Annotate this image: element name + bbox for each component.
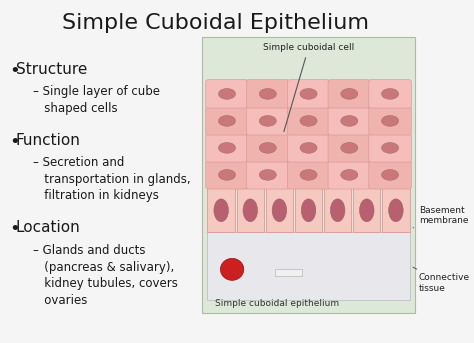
Bar [266, 188, 293, 232]
FancyBboxPatch shape [206, 134, 248, 162]
FancyBboxPatch shape [206, 107, 248, 135]
Text: •: • [9, 62, 20, 80]
FancyBboxPatch shape [328, 80, 371, 108]
Ellipse shape [272, 199, 287, 222]
Text: – Glands and ducts
   (pancreas & salivary),
   kidney tubules, covers
   ovarie: – Glands and ducts (pancreas & salivary)… [33, 244, 177, 307]
FancyBboxPatch shape [287, 107, 330, 135]
Ellipse shape [259, 116, 276, 126]
Ellipse shape [341, 88, 358, 99]
Ellipse shape [341, 169, 358, 180]
Ellipse shape [389, 199, 403, 222]
FancyBboxPatch shape [287, 161, 330, 189]
Text: Basement
membrane: Basement membrane [413, 206, 468, 228]
Ellipse shape [219, 88, 236, 99]
FancyBboxPatch shape [246, 134, 289, 162]
Ellipse shape [341, 142, 358, 153]
FancyBboxPatch shape [246, 161, 289, 189]
Text: – Single layer of cube
   shaped cells: – Single layer of cube shaped cells [33, 85, 160, 115]
Bar [353, 188, 381, 232]
Bar [208, 188, 235, 232]
Ellipse shape [382, 142, 399, 153]
FancyBboxPatch shape [369, 134, 411, 162]
Bar [382, 188, 410, 232]
Ellipse shape [382, 116, 399, 126]
Ellipse shape [259, 142, 276, 153]
Bar [237, 188, 264, 232]
FancyBboxPatch shape [246, 80, 289, 108]
Text: Location: Location [16, 221, 80, 235]
FancyBboxPatch shape [328, 134, 371, 162]
Text: – Secretion and
   transportation in glands,
   filtration in kidneys: – Secretion and transportation in glands… [33, 156, 190, 202]
Ellipse shape [300, 116, 317, 126]
Ellipse shape [219, 169, 236, 180]
Ellipse shape [259, 88, 276, 99]
Ellipse shape [220, 258, 244, 280]
FancyBboxPatch shape [206, 80, 248, 108]
Bar [324, 188, 351, 232]
Ellipse shape [243, 199, 257, 222]
FancyBboxPatch shape [287, 134, 330, 162]
Bar [295, 188, 322, 232]
FancyBboxPatch shape [328, 161, 371, 189]
Ellipse shape [219, 116, 236, 126]
Text: Simple cuboidal cell: Simple cuboidal cell [263, 43, 354, 132]
Ellipse shape [330, 199, 345, 222]
FancyBboxPatch shape [369, 107, 411, 135]
FancyBboxPatch shape [202, 36, 415, 313]
Text: Function: Function [16, 133, 81, 148]
FancyBboxPatch shape [287, 80, 330, 108]
Ellipse shape [359, 199, 374, 222]
Ellipse shape [300, 169, 317, 180]
Text: •: • [9, 133, 20, 151]
Bar [274, 269, 302, 276]
Ellipse shape [219, 142, 236, 153]
Ellipse shape [300, 142, 317, 153]
FancyBboxPatch shape [207, 232, 410, 300]
Text: Simple cuboidal epithelium: Simple cuboidal epithelium [215, 299, 339, 308]
Ellipse shape [214, 199, 228, 222]
FancyBboxPatch shape [246, 107, 289, 135]
Text: •: • [9, 221, 20, 238]
Ellipse shape [382, 88, 399, 99]
FancyBboxPatch shape [369, 80, 411, 108]
Ellipse shape [382, 169, 399, 180]
Text: Simple Cuboidal Epithelium: Simple Cuboidal Epithelium [62, 13, 369, 33]
FancyBboxPatch shape [206, 161, 248, 189]
Ellipse shape [341, 116, 358, 126]
Text: Structure: Structure [16, 62, 87, 77]
FancyBboxPatch shape [328, 107, 371, 135]
Ellipse shape [259, 169, 276, 180]
Text: Connective
tissue: Connective tissue [413, 267, 470, 293]
Ellipse shape [301, 199, 316, 222]
FancyBboxPatch shape [369, 161, 411, 189]
Ellipse shape [300, 88, 317, 99]
